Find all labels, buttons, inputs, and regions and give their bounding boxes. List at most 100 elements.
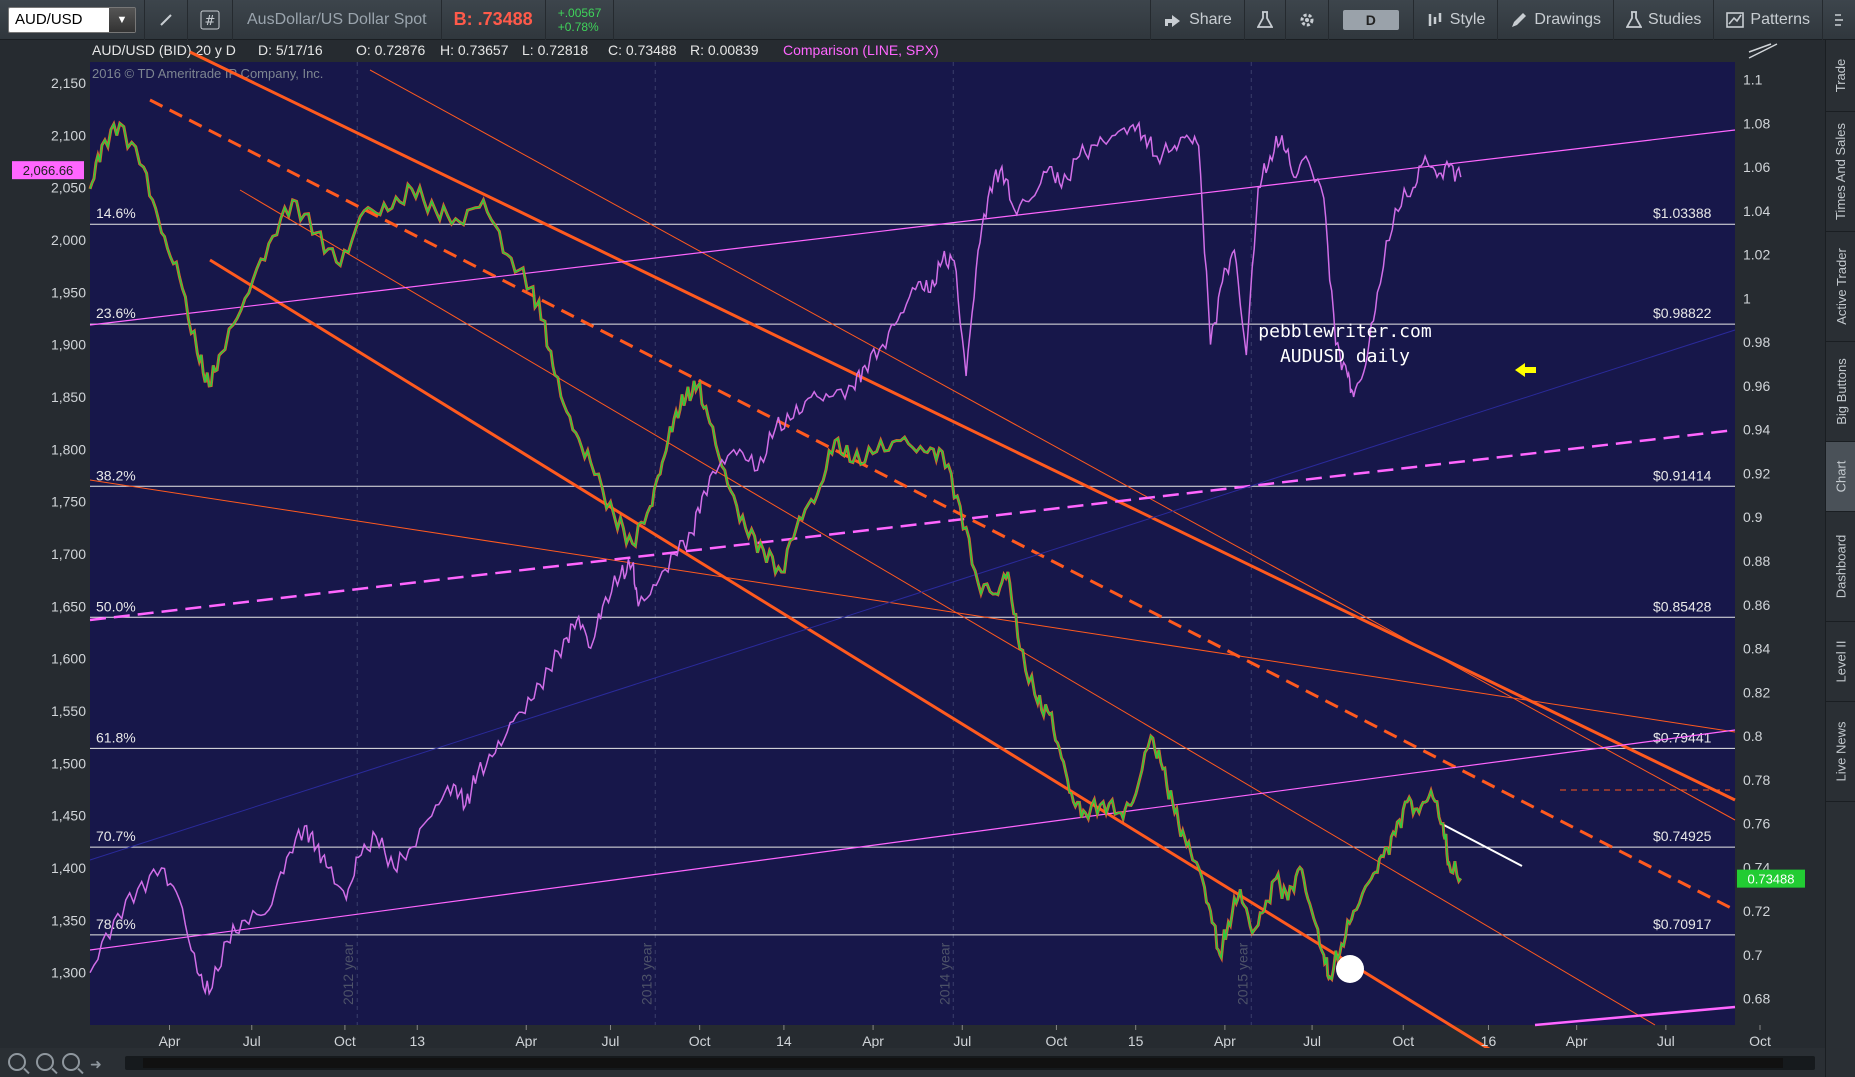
fib-level-price: $0.98822 (1653, 305, 1712, 321)
toolbar: AUD/USD ▼ # AusDollar/US Dollar Spot B: … (0, 0, 1855, 40)
fib-level-pct: 50.0% (96, 598, 136, 614)
x-axis-tick: Oct (1392, 1033, 1414, 1048)
sidebar-item-active-trader[interactable]: Active Trader (1826, 232, 1855, 342)
flask-button[interactable] (1243, 0, 1285, 40)
trend-line (189, 50, 1736, 802)
pan-arrow-icon[interactable]: ➜ (90, 1056, 102, 1072)
patterns-button[interactable]: Patterns (1713, 0, 1822, 40)
x-axis-tick: 15 (1128, 1033, 1144, 1048)
symbol-description: AusDollar/US Dollar Spot (232, 0, 441, 40)
drawings-button[interactable]: Drawings (1497, 0, 1613, 40)
chart-area[interactable]: AUD/USD (BID) 20 y D D: 5/17/16 O: 0.72876… (0, 40, 1825, 1077)
studies-label: Studies (1648, 10, 1702, 28)
left-axis-tick: 1,500 (51, 755, 86, 771)
share-button[interactable]: Share (1150, 0, 1244, 40)
year-label: 2012 year (340, 942, 356, 1005)
sidebar-item-label: Trade (1833, 58, 1849, 93)
chart-bottom-bar: ➜ (0, 1048, 1825, 1077)
low-marker-circle (1336, 955, 1364, 983)
left-axis-tick: 2,150 (51, 75, 86, 91)
left-axis-tick: 1,400 (51, 860, 86, 876)
sidebar-item-label: Live News (1833, 721, 1849, 782)
x-axis-tick: Jul (243, 1033, 261, 1048)
share-label: Share (1189, 10, 1232, 28)
x-axis-tick: Jul (602, 1033, 620, 1048)
scrollbar-thumb[interactable] (143, 1058, 1783, 1068)
studies-button[interactable]: Studies (1613, 0, 1713, 40)
left-axis-tick: 1,600 (51, 651, 86, 667)
left-axis-tick: 1,700 (51, 546, 86, 562)
zoom-in-icon[interactable] (8, 1053, 26, 1071)
hash-icon[interactable]: # (187, 0, 232, 40)
zoom-out-icon[interactable] (62, 1053, 80, 1071)
zoom-fit-icon[interactable] (36, 1053, 54, 1071)
left-axis-tick: 1,650 (51, 598, 86, 614)
aggregation-selector[interactable]: D (1327, 0, 1413, 40)
gear-icon (1300, 13, 1314, 26)
comparison-label: Comparison (LINE, SPX) (783, 42, 939, 58)
x-axis-tick: Oct (334, 1033, 356, 1048)
right-axis-tick: 0.84 (1743, 641, 1770, 657)
collapse-icon (1835, 13, 1843, 26)
time-scrollbar[interactable] (125, 1056, 1815, 1070)
left-axis-tick: 1,550 (51, 703, 86, 719)
sidebar-item-times-and-sales[interactable]: Times And Sales (1826, 112, 1855, 232)
year-label: 2013 year (638, 942, 654, 1005)
sidebar-item-chart[interactable]: Chart (1826, 442, 1855, 512)
left-axis-tick: 2,050 (51, 180, 86, 196)
left-axis-tick: 1,850 (51, 389, 86, 405)
x-axis-tick: Jul (1657, 1033, 1675, 1048)
x-axis-tick: Oct (1046, 1033, 1068, 1048)
right-axis-tick: 0.96 (1743, 378, 1770, 394)
fib-level-pct: 38.2% (96, 467, 136, 483)
chevron-down-icon[interactable]: ▼ (109, 7, 135, 32)
sidebar-item-label: Chart (1833, 460, 1849, 493)
link-icon[interactable] (144, 0, 187, 40)
trend-line (209, 258, 1491, 1048)
fib-level-pct: 61.8% (96, 729, 136, 745)
right-axis-tick: 0.92 (1743, 465, 1770, 481)
collapse-button[interactable] (1822, 0, 1855, 40)
trend-line (1534, 1005, 1736, 1027)
sidebar-item-live-news[interactable]: Live News (1826, 702, 1855, 802)
trend-line (89, 428, 1736, 622)
settings-button[interactable] (1284, 0, 1328, 40)
right-current-marker (1737, 869, 1805, 888)
sidebar-item-label: Times And Sales (1833, 122, 1849, 221)
price-chart[interactable]: AUD/USD (BID) 20 y D D: 5/17/16 O: 0.72876… (0, 40, 1825, 1048)
sidebar-item-trade[interactable]: Trade (1826, 40, 1855, 112)
drawings-label: Drawings (1534, 10, 1602, 28)
sidebar-item-label: Active Trader (1833, 248, 1849, 325)
trend-line (89, 729, 1736, 951)
right-axis-tick: 1.06 (1743, 159, 1770, 175)
right-axis-tick: 0.68 (1743, 991, 1770, 1007)
right-axis-tick: 1.04 (1743, 203, 1770, 219)
year-label: 2014 year (936, 942, 952, 1005)
chart-header-low: L: 0.72818 (522, 42, 588, 58)
patterns-label: Patterns (1750, 10, 1810, 28)
fib-level-pct: 78.6% (96, 916, 136, 932)
left-axis-tick: 1,950 (51, 284, 86, 300)
sidebar-item-dashboard[interactable]: Dashboard (1826, 512, 1855, 622)
x-axis-pane (90, 1025, 1735, 1048)
sidebar-item-level-ii[interactable]: Level II (1826, 622, 1855, 702)
x-axis-tick: 13 (409, 1033, 425, 1048)
change-value: +.00567 (557, 5, 602, 20)
aggregation-value: D (1342, 9, 1399, 30)
trend-line (149, 98, 1736, 912)
series-line-audusd (89, 121, 1462, 981)
symbol-selector[interactable]: AUD/USD ▼ (8, 6, 136, 33)
bid-price: B: .73488 (440, 0, 545, 40)
series-line-spx (89, 120, 1462, 997)
chart-header-high: H: 0.73657 (440, 42, 509, 58)
sidebar-item-big-buttons[interactable]: Big Buttons (1826, 342, 1855, 442)
fib-level-price: $0.91414 (1653, 467, 1712, 483)
sidebar-item-label: Dashboard (1833, 534, 1849, 599)
fib-level-price: $0.74925 (1653, 828, 1712, 844)
fib-level-price: $0.70917 (1653, 916, 1712, 932)
left-axis-tick: 1,300 (51, 965, 86, 981)
chart-header-range: R: 0.00839 (690, 42, 759, 58)
style-button[interactable]: Style (1412, 0, 1498, 40)
chart-header-open: O: 0.72876 (356, 42, 425, 58)
